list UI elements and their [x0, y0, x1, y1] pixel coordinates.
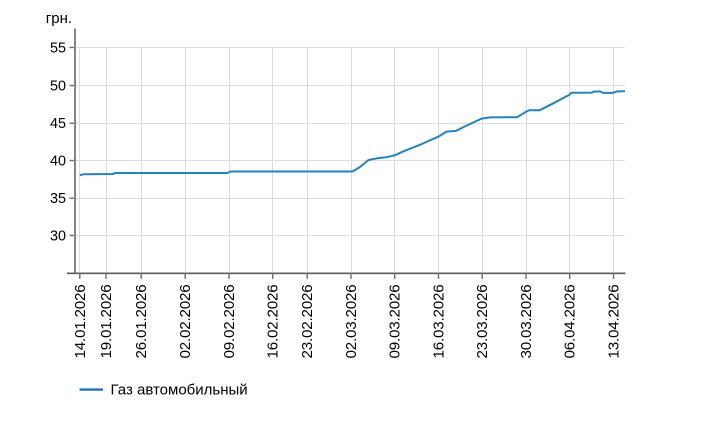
svg-text:09.02.2026: 09.02.2026 — [221, 285, 238, 359]
svg-text:55: 55 — [50, 41, 66, 57]
svg-text:06.04.2026: 06.04.2026 — [562, 285, 579, 359]
svg-text:50: 50 — [50, 79, 66, 95]
svg-text:19.01.2026: 19.01.2026 — [98, 285, 115, 359]
svg-text:13.04.2026: 13.04.2026 — [606, 285, 623, 359]
svg-text:45: 45 — [50, 116, 66, 132]
svg-text:30.03.2026: 30.03.2026 — [518, 285, 535, 359]
svg-text:16.02.2026: 16.02.2026 — [265, 285, 282, 359]
svg-text:02.03.2026: 02.03.2026 — [343, 285, 360, 359]
svg-text:40: 40 — [50, 154, 66, 170]
svg-text:26.01.2026: 26.01.2026 — [133, 285, 150, 359]
svg-text:14.01.2026: 14.01.2026 — [72, 285, 89, 359]
svg-text:23.03.2026: 23.03.2026 — [474, 285, 491, 359]
svg-text:грн.: грн. — [46, 10, 72, 27]
svg-text:Газ автомобильный: Газ автомобильный — [111, 381, 248, 398]
svg-text:02.02.2026: 02.02.2026 — [177, 285, 194, 359]
svg-text:23.02.2026: 23.02.2026 — [299, 285, 316, 359]
svg-text:30: 30 — [50, 229, 66, 245]
svg-text:09.03.2026: 09.03.2026 — [387, 285, 404, 359]
svg-text:35: 35 — [50, 191, 66, 207]
svg-text:16.03.2026: 16.03.2026 — [431, 285, 448, 359]
